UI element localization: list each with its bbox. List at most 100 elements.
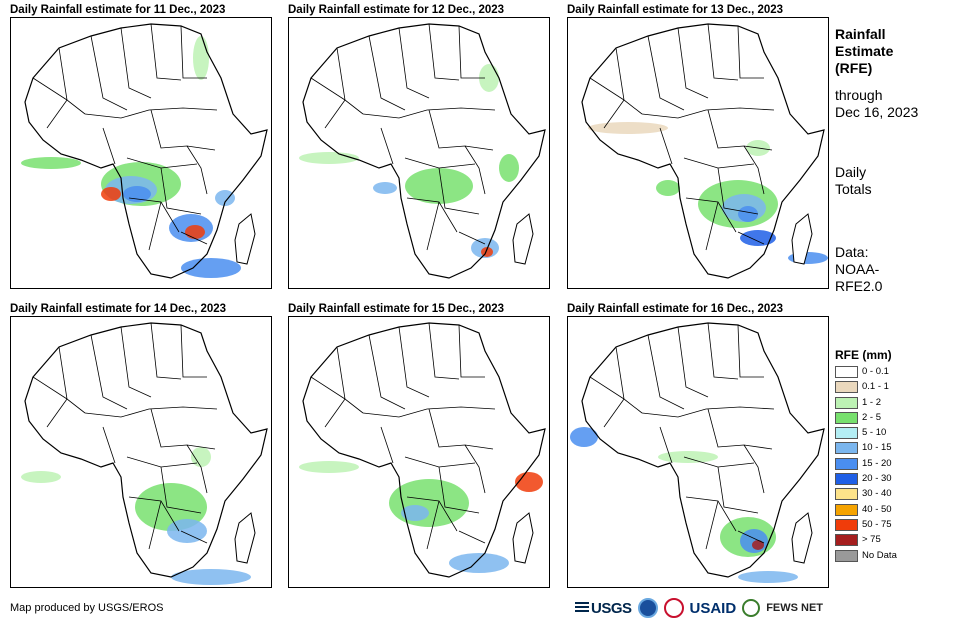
madagascar-outline (234, 512, 256, 564)
coastline (302, 322, 546, 578)
usgs-logo: USGS (575, 600, 632, 617)
country-border (458, 324, 485, 378)
legend-swatch (835, 381, 858, 394)
country-border (705, 201, 719, 251)
country-border (310, 376, 346, 400)
country-border (659, 426, 673, 464)
country-border (84, 107, 218, 119)
country-border (717, 167, 759, 215)
country-border (705, 500, 719, 550)
country-border (647, 35, 685, 111)
rainfall-area (389, 479, 469, 527)
rainfall-area (499, 154, 519, 182)
rainfall-area (401, 505, 429, 521)
map-panel-dec-13: Daily Rainfall estimate for 13 Dec., 202… (567, 4, 829, 290)
fews-net-icon (742, 599, 761, 617)
rainfall-area (181, 258, 241, 278)
rainfall-area (215, 190, 235, 206)
country-border (707, 109, 773, 151)
legend-swatch (835, 488, 858, 501)
country-border (737, 530, 765, 544)
country-border (428, 23, 460, 81)
country-border (589, 376, 625, 400)
country-border (743, 444, 765, 494)
country-border (438, 466, 480, 514)
madagascar-outline (512, 512, 534, 564)
africa-map (581, 23, 828, 279)
map-panel-dec-14: Daily Rainfall estimate for 14 Dec., 202… (10, 303, 272, 589)
country-border (180, 25, 207, 79)
usgs-wave-icon (575, 602, 589, 614)
legend-label: 30 - 40 (862, 488, 892, 500)
country-border (186, 145, 208, 195)
country-border (659, 127, 673, 165)
country-border (589, 77, 625, 101)
continent-fill (25, 24, 267, 278)
country-border (426, 201, 440, 251)
country-border (428, 322, 460, 380)
legend-swatch (835, 411, 858, 424)
country-border (426, 500, 440, 550)
data-source-line: Data: (835, 244, 869, 260)
usaid-seal-icon (663, 598, 684, 618)
usaid-logo-text: USAID (689, 599, 737, 617)
rainfall-area (21, 471, 61, 483)
rainfall-area (479, 64, 499, 92)
product-title: Rainfall Estimate (RFE) (835, 26, 893, 77)
data-source-line: RFE2.0 (835, 278, 883, 294)
title-line: (RFE) (835, 60, 873, 76)
map-panel-dec-12: Daily Rainfall estimate for 12 Dec., 202… (288, 4, 550, 290)
legend-swatch (835, 473, 858, 486)
madagascar-outline (512, 213, 534, 265)
country-border (160, 167, 202, 215)
continent-fill (582, 323, 824, 577)
map-panel-dec-16: Daily Rainfall estimate for 16 Dec., 202… (567, 303, 829, 589)
country-border (398, 326, 430, 398)
rainfall-map (10, 316, 272, 588)
legend-swatch (835, 534, 858, 547)
through-date: through Dec 16, 2023 (835, 87, 918, 121)
legend-swatch (835, 366, 858, 378)
legend-label: 0.1 - 1 (862, 381, 889, 393)
country-border (458, 530, 486, 544)
country-border (310, 77, 346, 101)
legend-title: RFE (mm) (835, 348, 892, 362)
panel-title: Daily Rainfall estimate for 12 Dec., 202… (288, 4, 505, 16)
country-border (641, 406, 775, 418)
through-date-value: Dec 16, 2023 (835, 104, 919, 120)
country-border (150, 322, 182, 380)
coastline (302, 23, 546, 279)
legend-swatch (835, 457, 858, 470)
country-border (398, 27, 430, 99)
country-border (148, 500, 162, 550)
country-border (32, 77, 68, 101)
through-label: through (835, 87, 883, 103)
country-border (458, 25, 485, 79)
legend-label: 1 - 2 (862, 396, 882, 408)
rainfall-area (299, 152, 359, 164)
country-border (90, 334, 128, 410)
rainfall-area (135, 483, 207, 531)
country-border (438, 167, 480, 215)
country-border (677, 326, 709, 398)
legend-label: 40 - 50 (862, 503, 892, 515)
rainfall-area (449, 553, 509, 573)
country-border (707, 408, 773, 450)
legend-swatch (835, 427, 858, 440)
country-border (737, 25, 764, 79)
legend-swatch (835, 396, 858, 409)
rainfall-area (658, 451, 718, 463)
country-border (180, 324, 207, 378)
country-border (380, 426, 394, 464)
rainfall-area (738, 571, 798, 583)
country-border (186, 444, 208, 494)
map-panel-dec-15: Daily Rainfall estimate for 15 Dec., 202… (288, 303, 550, 589)
country-border (148, 201, 162, 251)
rainfall-map (10, 17, 272, 289)
rainfall-map (288, 316, 550, 588)
country-border (641, 107, 775, 119)
rainfall-area (299, 461, 359, 473)
rainfall-map (567, 316, 829, 588)
totals-label: Daily Totals (835, 164, 872, 198)
country-border (180, 530, 208, 544)
